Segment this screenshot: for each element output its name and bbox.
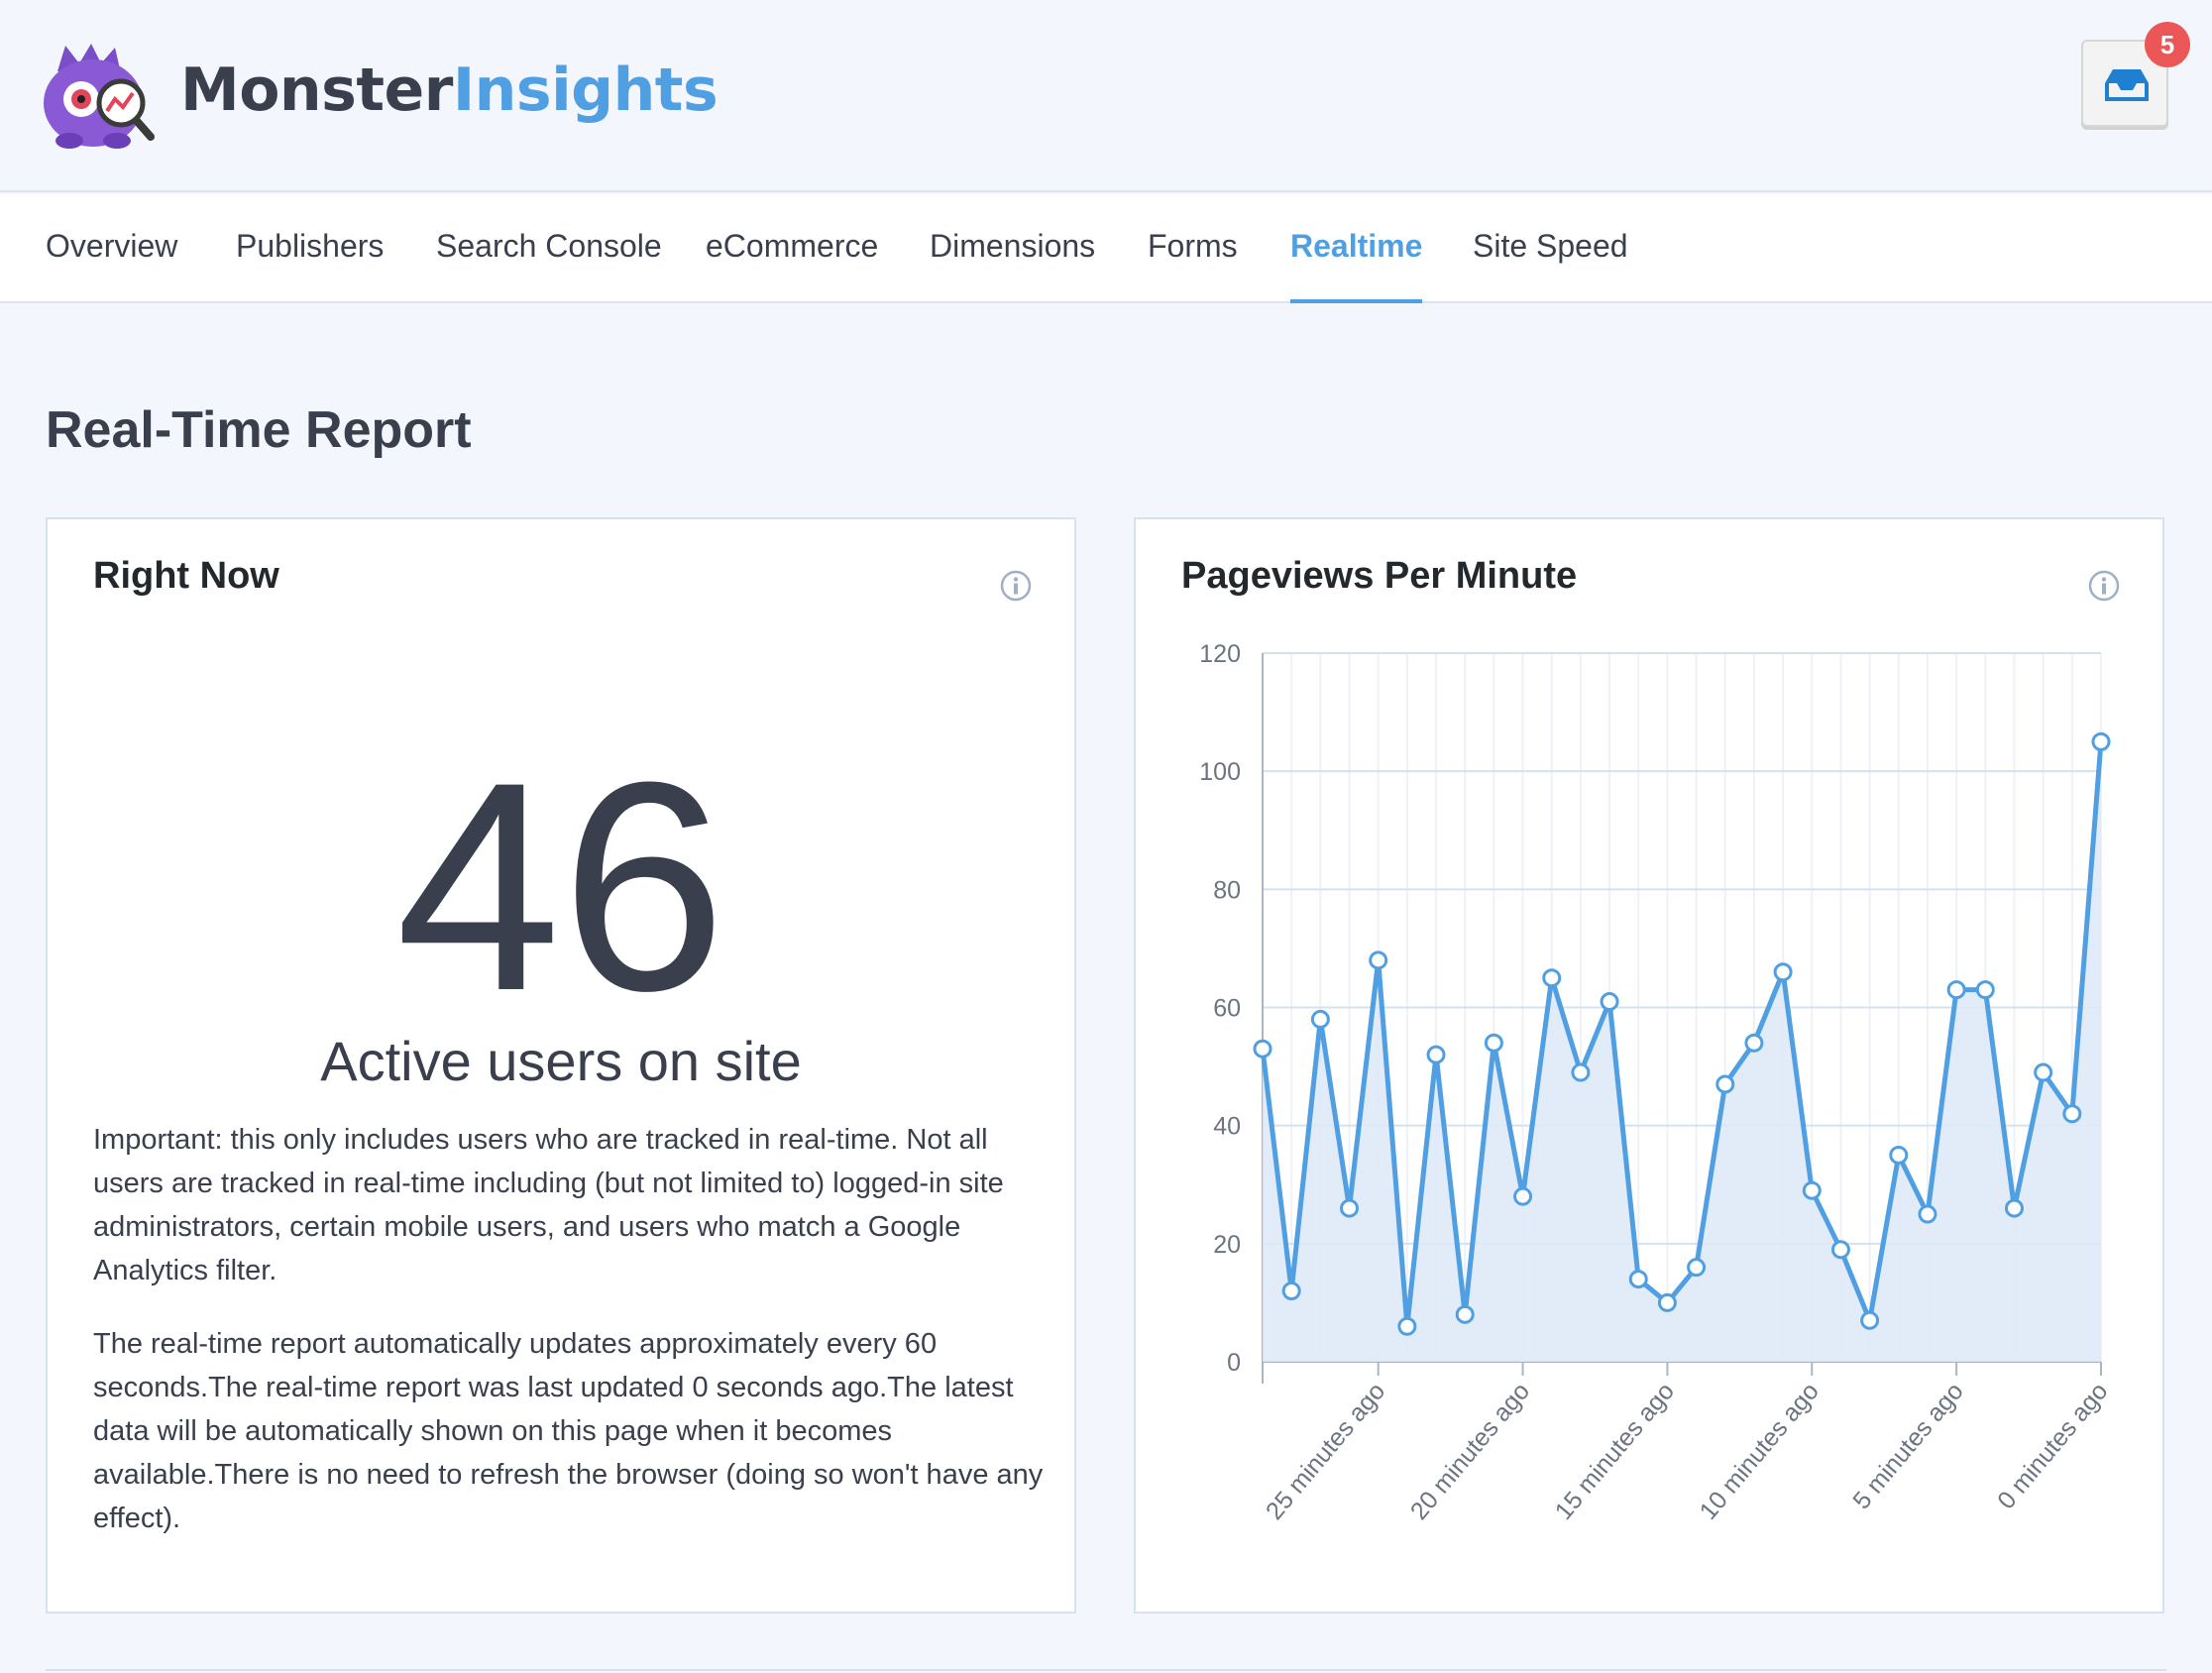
notification-count-badge: 5	[2145, 22, 2190, 67]
data-point	[1715, 1074, 1735, 1094]
brand-logo-text: MonsterInsights	[180, 56, 719, 125]
y-tick-label: 80	[1213, 876, 1241, 904]
data-point	[1397, 1316, 1417, 1336]
data-point	[1946, 980, 1966, 1000]
x-tick-label: 20 minutes ago	[1405, 1378, 1535, 1525]
data-point	[1687, 1258, 1707, 1278]
tab-overview[interactable]: Overview	[46, 228, 178, 264]
x-tick-label: 25 minutes ago	[1261, 1378, 1390, 1525]
data-point	[1975, 980, 1995, 1000]
active-users-label: Active users on site	[320, 1030, 802, 1092]
y-tick-label: 40	[1213, 1113, 1241, 1141]
x-tick-label: 10 minutes ago	[1695, 1378, 1825, 1525]
section-divider	[46, 1669, 2166, 1671]
pageviews-chart: 0 20 40 60 80 100 120 25 minutes ago 20 minutes …	[1199, 640, 2113, 1525]
data-point	[1918, 1204, 1937, 1224]
update-note: The real-time report automatically updat…	[93, 1328, 1044, 1534]
data-point	[1369, 950, 1388, 970]
info-icon[interactable]	[2087, 569, 2121, 603]
data-point	[2034, 1062, 2053, 1082]
data-point	[2062, 1104, 2082, 1124]
tab-ecommerce[interactable]: eCommerce	[706, 228, 879, 264]
monster-logo-icon	[40, 42, 159, 151]
data-point	[1542, 968, 1562, 988]
data-point	[1830, 1240, 1850, 1260]
y-tick-label: 60	[1213, 995, 1241, 1023]
data-point	[1802, 1180, 1822, 1200]
tab-site-speed[interactable]: Site Speed	[1473, 228, 1628, 264]
app-header: MonsterInsights 5	[0, 0, 2212, 192]
tab-realtime[interactable]: Realtime	[1290, 228, 1423, 303]
data-point	[1253, 1039, 1272, 1059]
data-point	[1310, 1009, 1330, 1029]
x-tick-label: 5 minutes ago	[1847, 1378, 1968, 1514]
data-point	[1281, 1282, 1301, 1300]
pageviews-title: Pageviews Per Minute	[1181, 555, 1578, 597]
data-point	[1889, 1145, 1909, 1165]
active-users-count: 46	[395, 720, 726, 1053]
data-point	[1340, 1198, 1360, 1218]
data-point	[1484, 1033, 1503, 1053]
data-point	[1773, 962, 1793, 982]
tab-dimensions[interactable]: Dimensions	[930, 228, 1096, 264]
data-point	[1600, 992, 1619, 1012]
report-tabs: Overview Publishers Search Console eComm…	[0, 194, 2212, 303]
brand-part-insights: Insights	[452, 56, 719, 125]
brand-part-monster: Monster	[180, 56, 453, 125]
y-tick-label: 100	[1199, 758, 1241, 786]
data-point	[1860, 1310, 1880, 1330]
data-point	[1628, 1270, 1648, 1289]
tab-search-console[interactable]: Search Console	[436, 228, 662, 264]
right-now-title: Right Now	[93, 555, 279, 597]
data-point	[1513, 1186, 1533, 1206]
y-tick-label: 20	[1213, 1231, 1241, 1259]
x-tick-label: 15 minutes ago	[1550, 1378, 1680, 1525]
y-tick-label: 120	[1199, 640, 1241, 668]
data-point	[1571, 1062, 1591, 1082]
data-point	[2004, 1198, 2024, 1218]
data-point	[2091, 731, 2111, 751]
pageviews-area	[1263, 741, 2101, 1362]
x-tick-label: 0 minutes ago	[1992, 1378, 2113, 1514]
data-point	[1657, 1292, 1677, 1312]
data-point	[1426, 1045, 1446, 1064]
tab-publishers[interactable]: Publishers	[236, 228, 385, 264]
page-title: Real-Time Report	[46, 401, 472, 459]
y-tick-label: 0	[1227, 1349, 1241, 1377]
tab-forms[interactable]: Forms	[1148, 228, 1238, 264]
data-point	[1455, 1304, 1475, 1324]
inbox-icon	[2105, 69, 2149, 101]
pageviews-panel: Pageviews Per Minute 0 20 40 60 80 100 120 25 m…	[1134, 517, 2164, 1614]
tracking-note: Important: this only includes users who …	[93, 1124, 1004, 1286]
info-icon[interactable]	[999, 569, 1033, 603]
data-point	[1744, 1033, 1764, 1053]
right-now-panel: Right Now 46 Active users on site Import…	[46, 517, 1076, 1614]
